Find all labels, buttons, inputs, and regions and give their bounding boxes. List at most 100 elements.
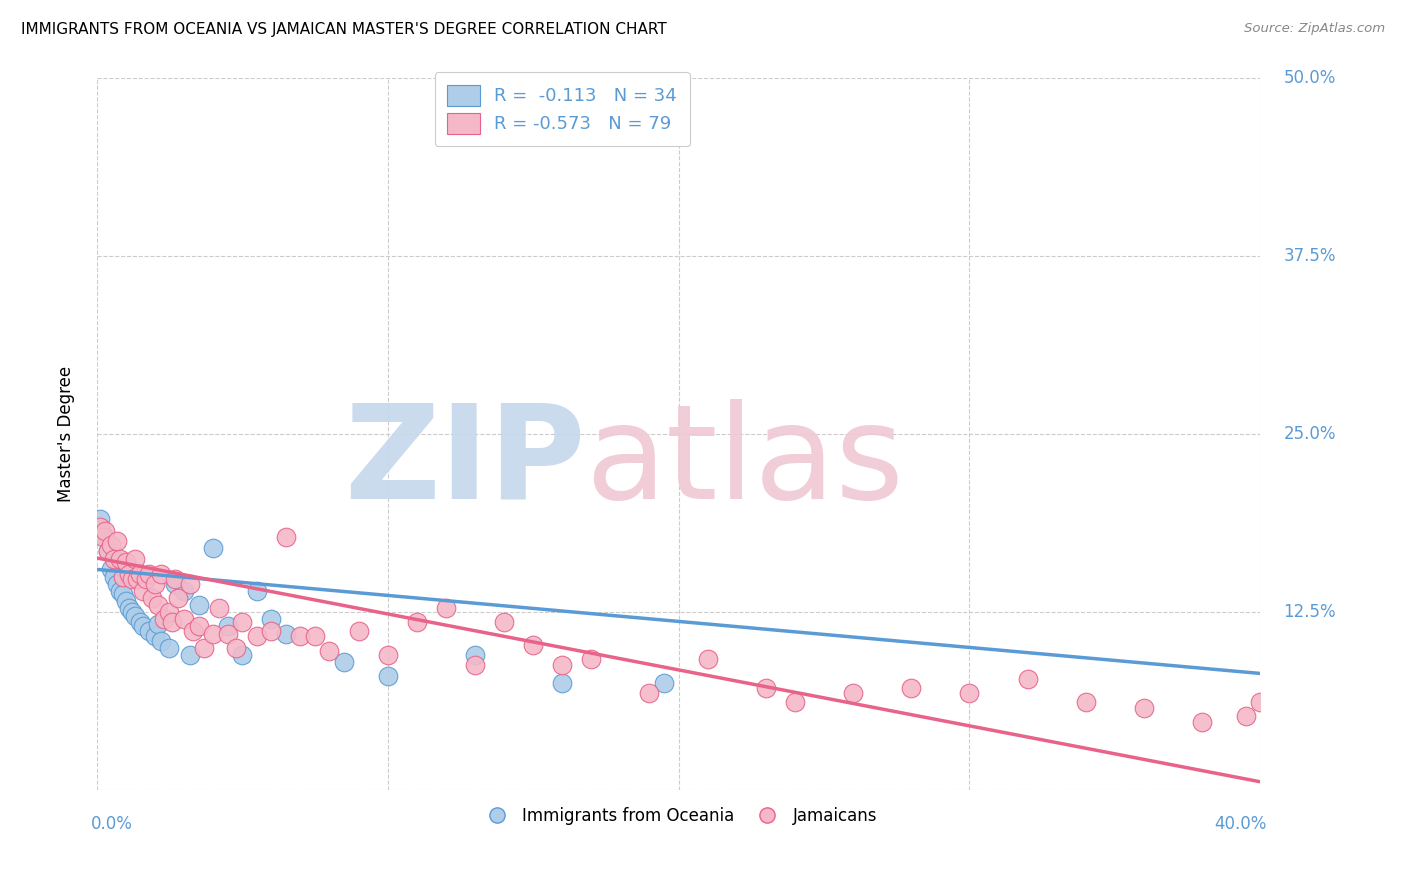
Point <box>405 615 427 629</box>
Point <box>842 686 865 700</box>
Point <box>1074 695 1097 709</box>
Point <box>217 619 239 633</box>
Point <box>333 655 356 669</box>
Point <box>208 600 231 615</box>
Point <box>551 657 574 672</box>
Point <box>900 681 922 695</box>
Point <box>149 633 172 648</box>
Text: 25.0%: 25.0% <box>1284 425 1336 443</box>
Point <box>1336 729 1358 743</box>
Point <box>755 681 778 695</box>
Point <box>159 605 181 619</box>
Point <box>1017 672 1039 686</box>
Point <box>181 624 204 638</box>
Point <box>108 552 131 566</box>
Point <box>1278 714 1301 729</box>
Point <box>217 626 239 640</box>
Point <box>146 616 169 631</box>
Point <box>187 619 209 633</box>
Point <box>581 652 603 666</box>
Text: 37.5%: 37.5% <box>1284 247 1336 265</box>
Point <box>97 544 120 558</box>
Point <box>274 626 297 640</box>
Point <box>1308 723 1330 738</box>
Point <box>187 598 209 612</box>
Point <box>225 640 247 655</box>
Point <box>1234 709 1257 723</box>
Point <box>274 530 297 544</box>
Point <box>103 569 125 583</box>
Point <box>260 624 283 638</box>
Point <box>91 530 114 544</box>
Point <box>121 573 143 587</box>
Point <box>108 583 131 598</box>
Point <box>1395 752 1406 766</box>
Point <box>377 648 399 662</box>
Point <box>202 541 225 555</box>
Text: 50.0%: 50.0% <box>1284 69 1336 87</box>
Point <box>318 643 340 657</box>
Point <box>162 615 184 629</box>
Point <box>304 629 326 643</box>
Point <box>165 576 187 591</box>
Point <box>652 676 675 690</box>
Text: 40.0%: 40.0% <box>1213 815 1267 833</box>
Point <box>957 686 980 700</box>
Point <box>159 640 181 655</box>
Point <box>260 612 283 626</box>
Point <box>464 657 486 672</box>
Point <box>522 638 544 652</box>
Point <box>179 648 201 662</box>
Point <box>114 593 136 607</box>
Point <box>132 619 155 633</box>
Point <box>290 629 312 643</box>
Text: 12.5%: 12.5% <box>1284 603 1336 621</box>
Text: ZIP: ZIP <box>344 399 585 526</box>
Point <box>1365 738 1388 752</box>
Point <box>121 605 143 619</box>
Point <box>173 583 195 598</box>
Legend: Immigrants from Oceania, Jamaicans: Immigrants from Oceania, Jamaicans <box>474 801 883 832</box>
Text: Source: ZipAtlas.com: Source: ZipAtlas.com <box>1244 22 1385 36</box>
Point <box>246 583 269 598</box>
Point <box>124 609 146 624</box>
Point <box>1191 714 1213 729</box>
Point <box>118 566 141 581</box>
Point <box>179 576 201 591</box>
Y-axis label: Master's Degree: Master's Degree <box>58 366 75 502</box>
Point <box>114 555 136 569</box>
Point <box>377 669 399 683</box>
Point <box>202 626 225 640</box>
Point <box>138 566 160 581</box>
Point <box>94 524 117 538</box>
Point <box>638 686 661 700</box>
Point <box>1249 695 1271 709</box>
Text: IMMIGRANTS FROM OCEANIA VS JAMAICAN MASTER'S DEGREE CORRELATION CHART: IMMIGRANTS FROM OCEANIA VS JAMAICAN MAST… <box>21 22 666 37</box>
Point <box>97 544 120 558</box>
Point <box>492 615 515 629</box>
Point <box>173 612 195 626</box>
Point <box>347 624 370 638</box>
Point <box>124 552 146 566</box>
Point <box>1133 700 1156 714</box>
Point <box>231 648 253 662</box>
Point <box>100 562 122 576</box>
Point <box>138 624 160 638</box>
Point <box>129 566 152 581</box>
Text: 0.0%: 0.0% <box>91 815 132 833</box>
Point <box>434 600 457 615</box>
Point <box>141 591 163 605</box>
Point <box>118 600 141 615</box>
Point <box>111 586 134 600</box>
Point <box>167 591 190 605</box>
Point <box>783 695 806 709</box>
Point <box>105 576 128 591</box>
Point <box>127 573 149 587</box>
Text: atlas: atlas <box>585 399 904 526</box>
Point <box>551 676 574 690</box>
Point <box>129 615 152 629</box>
Point <box>135 573 157 587</box>
Point <box>152 612 174 626</box>
Point <box>143 629 166 643</box>
Point <box>100 538 122 552</box>
